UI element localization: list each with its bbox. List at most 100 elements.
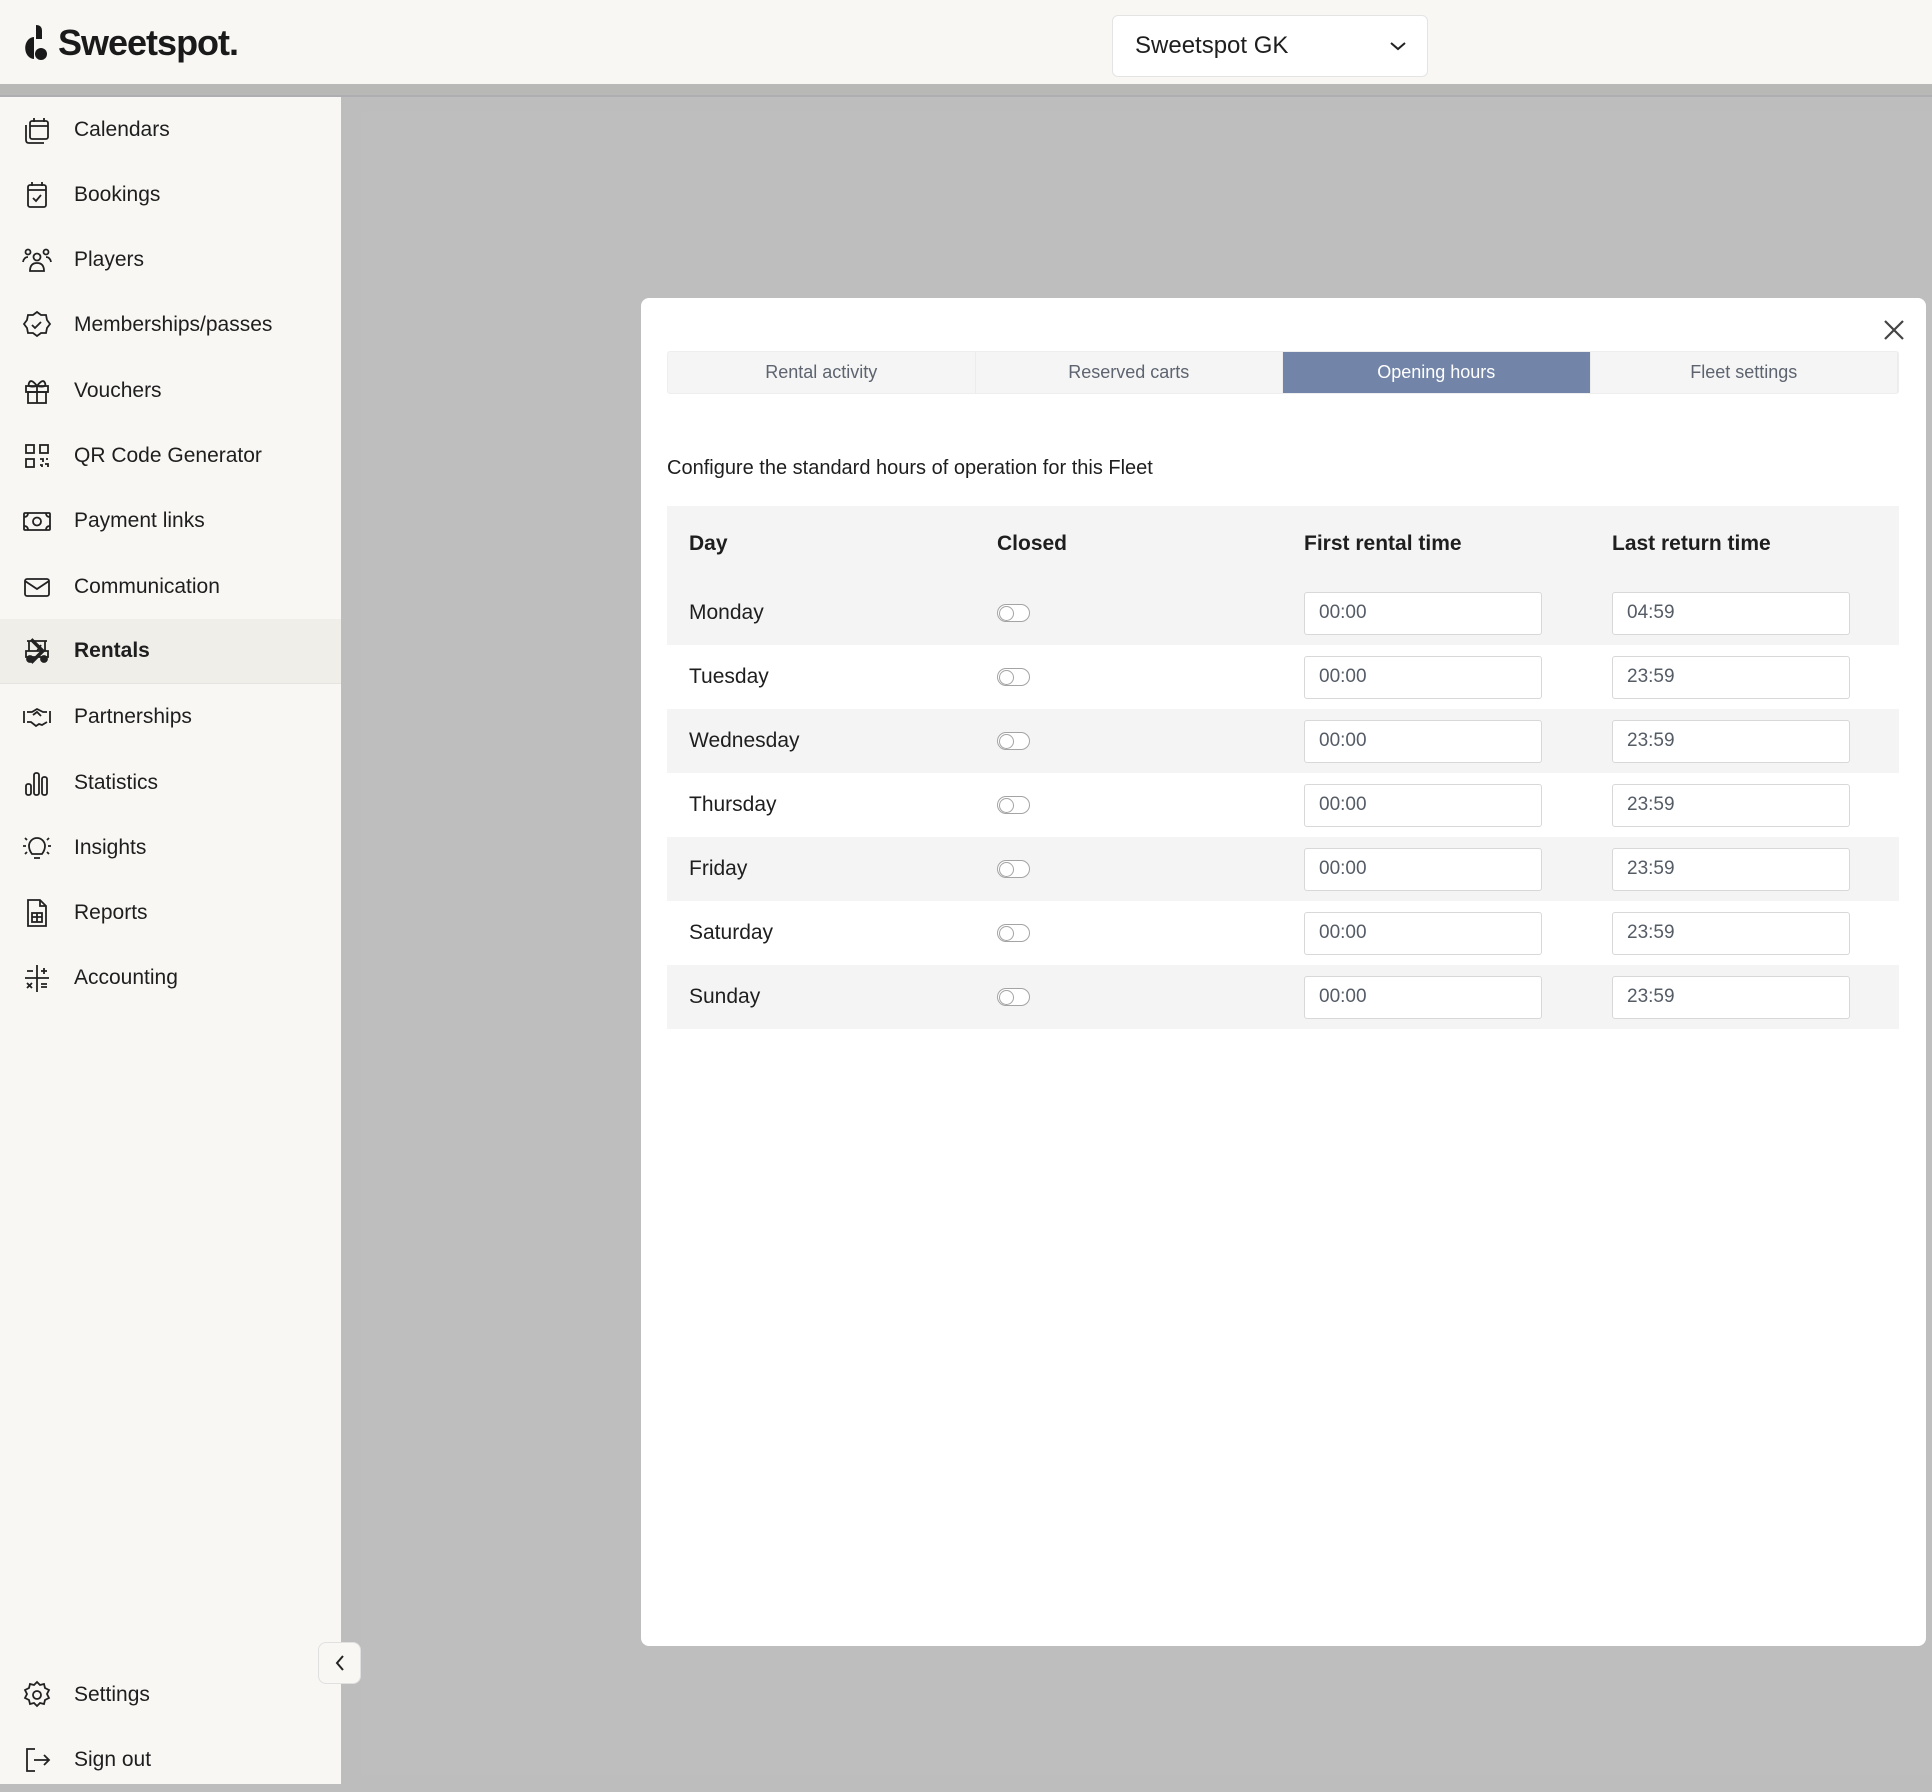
sidebar-item-label: Memberships/passes: [74, 313, 273, 337]
sidebar-item-qr-code-generator[interactable]: QR Code Generator: [0, 424, 341, 489]
sidebar-item-label: Vouchers: [74, 378, 162, 402]
table-row: Thursday 00:00 23:59: [667, 773, 1899, 837]
sweetspot-logo[interactable]: Sweetspot.: [24, 22, 239, 64]
table-row: Monday 00:00 04:59: [667, 581, 1899, 645]
day-name: Friday: [689, 857, 748, 880]
column-header-closed: Closed: [997, 531, 1068, 555]
chevron-right-icon: [29, 638, 46, 665]
sidebar-item-label: Rentals: [74, 639, 150, 663]
closed-toggle[interactable]: [997, 860, 1030, 878]
sidebar-item-reports[interactable]: Reports: [0, 881, 341, 946]
organization-selector[interactable]: Sweetspot GK: [1112, 15, 1428, 77]
sidebar-item-sign-out[interactable]: Sign out: [0, 1727, 341, 1792]
first-rental-time-input[interactable]: 00:00: [1304, 719, 1542, 763]
table-row: Saturday 00:00 23:59: [667, 901, 1899, 965]
day-name: Sunday: [689, 985, 761, 1008]
organization-name: Sweetspot GK: [1135, 32, 1289, 59]
toggle-switch[interactable]: [997, 732, 1030, 750]
last-return-time-input[interactable]: 23:59: [1612, 911, 1850, 955]
first-rental-time-input[interactable]: 00:00: [1304, 591, 1542, 635]
last-return-time-input[interactable]: 23:59: [1612, 719, 1850, 763]
collapse-sidebar-button[interactable]: [318, 1642, 361, 1684]
report-icon: [27, 899, 47, 927]
day-name: Wednesday: [689, 729, 800, 752]
last-return-time-input[interactable]: 23:59: [1612, 975, 1850, 1019]
fleet-modal: Rental activity Reserved carts Opening hou…: [641, 298, 1926, 1646]
first-rental-time-input[interactable]: 00:00: [1304, 975, 1542, 1019]
close-icon[interactable]: [1880, 316, 1908, 344]
sidebar-item-accounting[interactable]: Accounting: [0, 946, 341, 1011]
first-rental-time-input[interactable]: 00:00: [1304, 847, 1542, 891]
sidebar-item-settings[interactable]: Settings: [0, 1662, 341, 1727]
tab-rental-activity[interactable]: Rental activity: [668, 352, 976, 393]
sidebar-item-payment-links[interactable]: Payment links: [0, 489, 341, 554]
money-icon: [23, 512, 51, 532]
sidebar-item-rentals[interactable]: Rentals: [0, 619, 341, 685]
day-name: Tuesday: [689, 665, 769, 688]
sidebar-item-insights[interactable]: Insights: [0, 815, 341, 880]
sidebar-item-label: Players: [74, 248, 145, 272]
brand-name: Sweetspot.: [58, 22, 239, 63]
chevron-down-icon: [1390, 42, 1406, 51]
table-row: Wednesday 00:00 23:59: [667, 709, 1899, 773]
opening-hours-table: Day Closed First rental time Last return…: [667, 506, 1899, 1029]
first-rental-time-input[interactable]: 00:00: [1304, 655, 1542, 699]
gift-icon: [25, 379, 49, 404]
last-return-time-input[interactable]: 23:59: [1612, 783, 1850, 827]
closed-toggle[interactable]: [997, 604, 1030, 622]
sidebar-item-vouchers[interactable]: Vouchers: [0, 358, 341, 423]
table-header: Day Closed First rental time Last return…: [667, 506, 1899, 581]
sidebar-item-players[interactable]: Players: [0, 228, 341, 293]
sidebar-item-label: Insights: [74, 835, 147, 859]
sidebar-item-label: Payment links: [74, 509, 205, 533]
sidebar-item-label: Statistics: [74, 770, 159, 794]
sidebar-item-calendars[interactable]: Calendars: [0, 97, 341, 162]
toggle-switch[interactable]: [997, 668, 1030, 686]
sidebar-item-partnerships[interactable]: Partnerships: [0, 685, 341, 750]
last-return-time-input[interactable]: 23:59: [1612, 847, 1850, 891]
table-row: Friday 00:00 23:59: [667, 837, 1899, 901]
gear-icon: [23, 1680, 51, 1707]
column-header-first-rental: First rental time: [1304, 531, 1462, 555]
toggle-switch[interactable]: [997, 924, 1030, 942]
logo-mark-icon: [25, 25, 47, 60]
toggle-switch[interactable]: [997, 860, 1030, 878]
column-header-day: Day: [689, 531, 728, 555]
sidebar-item-label: Settings: [74, 1682, 150, 1706]
sidebar-item-communication[interactable]: Communication: [0, 554, 341, 619]
sidebar-item-label: Calendars: [74, 117, 170, 141]
day-name: Saturday: [689, 921, 774, 944]
sidebar-item-label: Bookings: [74, 182, 161, 206]
golf-cart-icon: [25, 640, 49, 664]
closed-toggle[interactable]: [997, 924, 1030, 942]
first-rental-time-input[interactable]: 00:00: [1304, 911, 1542, 955]
header-divider: [0, 84, 1932, 97]
closed-toggle[interactable]: [997, 796, 1030, 814]
closed-toggle[interactable]: [997, 732, 1030, 750]
toggle-switch[interactable]: [997, 796, 1030, 814]
users-icon: [22, 248, 52, 272]
tab-fleet-settings[interactable]: Fleet settings: [1591, 352, 1898, 393]
sidebar-item-bookings[interactable]: Bookings: [0, 162, 341, 227]
sidebar-item-label: Reports: [74, 901, 148, 925]
modal-tabs: Rental activity Reserved carts Opening hou…: [667, 351, 1899, 394]
mail-icon: [24, 577, 50, 597]
column-header-last-return: Last return time: [1612, 531, 1771, 555]
tab-reserved-carts[interactable]: Reserved carts: [976, 352, 1283, 393]
sidebar-item-statistics[interactable]: Statistics: [0, 750, 341, 815]
toggle-switch[interactable]: [997, 988, 1030, 1006]
sidebar-item-label: Partnerships: [74, 705, 192, 729]
first-rental-time-input[interactable]: 00:00: [1304, 783, 1542, 827]
sidebar-item-memberships-passes[interactable]: Memberships/passes: [0, 293, 341, 358]
closed-toggle[interactable]: [997, 668, 1030, 686]
table-row: Sunday 00:00 23:59: [667, 965, 1899, 1029]
closed-toggle[interactable]: [997, 988, 1030, 1006]
tab-opening-hours[interactable]: Opening hours: [1283, 352, 1591, 393]
calendars-icon: [25, 117, 49, 144]
last-return-time-input[interactable]: 23:59: [1612, 655, 1850, 699]
toggle-switch[interactable]: [997, 604, 1030, 622]
sidebar: Calendars Bookings Players Memberships/pass…: [0, 97, 341, 1784]
last-return-time-input[interactable]: 04:59: [1612, 591, 1850, 635]
lightbulb-icon: [23, 836, 51, 859]
sidebar-item-label: Accounting: [74, 966, 178, 990]
